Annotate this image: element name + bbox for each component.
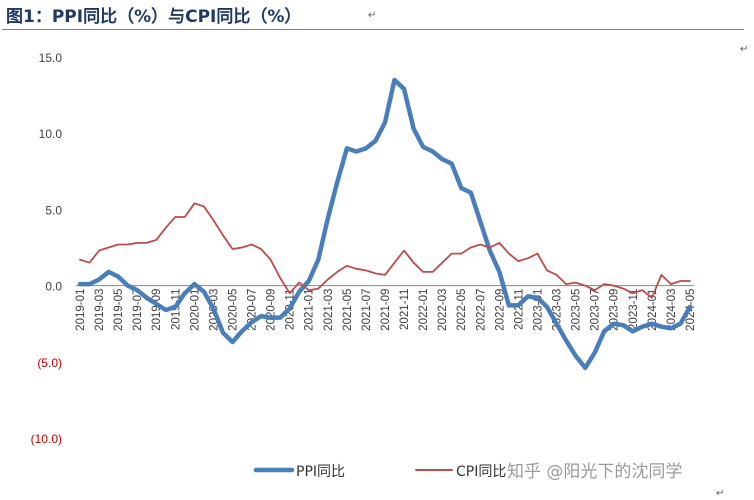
paragraph-mark-icon: ↵	[716, 488, 725, 499]
paragraph-mark-icon: ↵	[368, 10, 377, 21]
y-tick-label: 10.0	[39, 127, 63, 141]
y-tick-label: (5.0)	[37, 356, 62, 370]
x-tick-label: 2021-01	[304, 289, 316, 331]
x-tick-label: 2019-01	[75, 289, 87, 331]
x-tick-label: 2021-05	[342, 289, 354, 331]
x-tick-label: 2019-07	[132, 289, 144, 331]
title-divider	[2, 29, 744, 30]
plot-area	[77, 77, 693, 371]
page-title: 图1：PPI同比（%）与CPI同比（%）	[6, 7, 302, 27]
watermark: 知乎 @阳光下的沈同学	[507, 462, 683, 482]
y-tick-label: 5.0	[45, 203, 62, 217]
series-line-cpi	[79, 202, 691, 299]
x-tick-label: 2024-05	[685, 289, 697, 331]
paragraph-mark-icon: ↵	[740, 44, 749, 55]
x-tick-label: 2020-05	[228, 289, 240, 331]
x-tick-label: 2023-07	[590, 289, 602, 331]
legend-label: PPI同比	[296, 464, 345, 480]
x-tick-label: 2020-09	[266, 289, 278, 331]
x-tick-label: 2023-05	[571, 289, 583, 331]
x-tick-label: 2019-05	[113, 289, 125, 331]
x-tick-label: 2021-09	[380, 289, 392, 331]
x-tick-label: 2022-05	[456, 289, 468, 331]
y-tick-label: 0.0	[45, 280, 62, 294]
series-line-ppi	[77, 77, 693, 371]
x-tick-label: 2021-03	[323, 289, 335, 331]
y-tick-label: (10.0)	[31, 432, 62, 446]
legend-label: CPI同比	[456, 464, 506, 480]
x-tick-label: 2021-11	[399, 289, 411, 330]
x-tick-label: 2019-09	[151, 289, 163, 331]
x-tick-label: 2023-09	[609, 289, 621, 331]
x-tick-label: 2024-01	[647, 289, 659, 331]
x-tick-label: 2022-03	[437, 289, 449, 331]
x-tick-label: 2019-03	[94, 289, 106, 331]
x-tick-label: 2022-09	[494, 289, 506, 331]
x-tick-label: 2022-07	[475, 289, 487, 331]
legend: PPI同比 CPI同比	[253, 464, 506, 480]
x-tick-label: 2022-11	[513, 289, 525, 330]
x-tick-label: 2023-11	[628, 289, 640, 330]
y-tick-label: 15.0	[39, 51, 63, 65]
x-tick-label: 2022-01	[418, 289, 430, 331]
x-tick-label: 2021-07	[361, 289, 373, 331]
y-axis: 15.0 10.0 5.0 0.0 (5.0) (10.0)	[31, 51, 63, 446]
x-tick-label: 2023-01	[533, 289, 545, 331]
x-tick-label: 2024-03	[666, 289, 678, 331]
x-tick-label: 2020-01	[189, 289, 201, 331]
